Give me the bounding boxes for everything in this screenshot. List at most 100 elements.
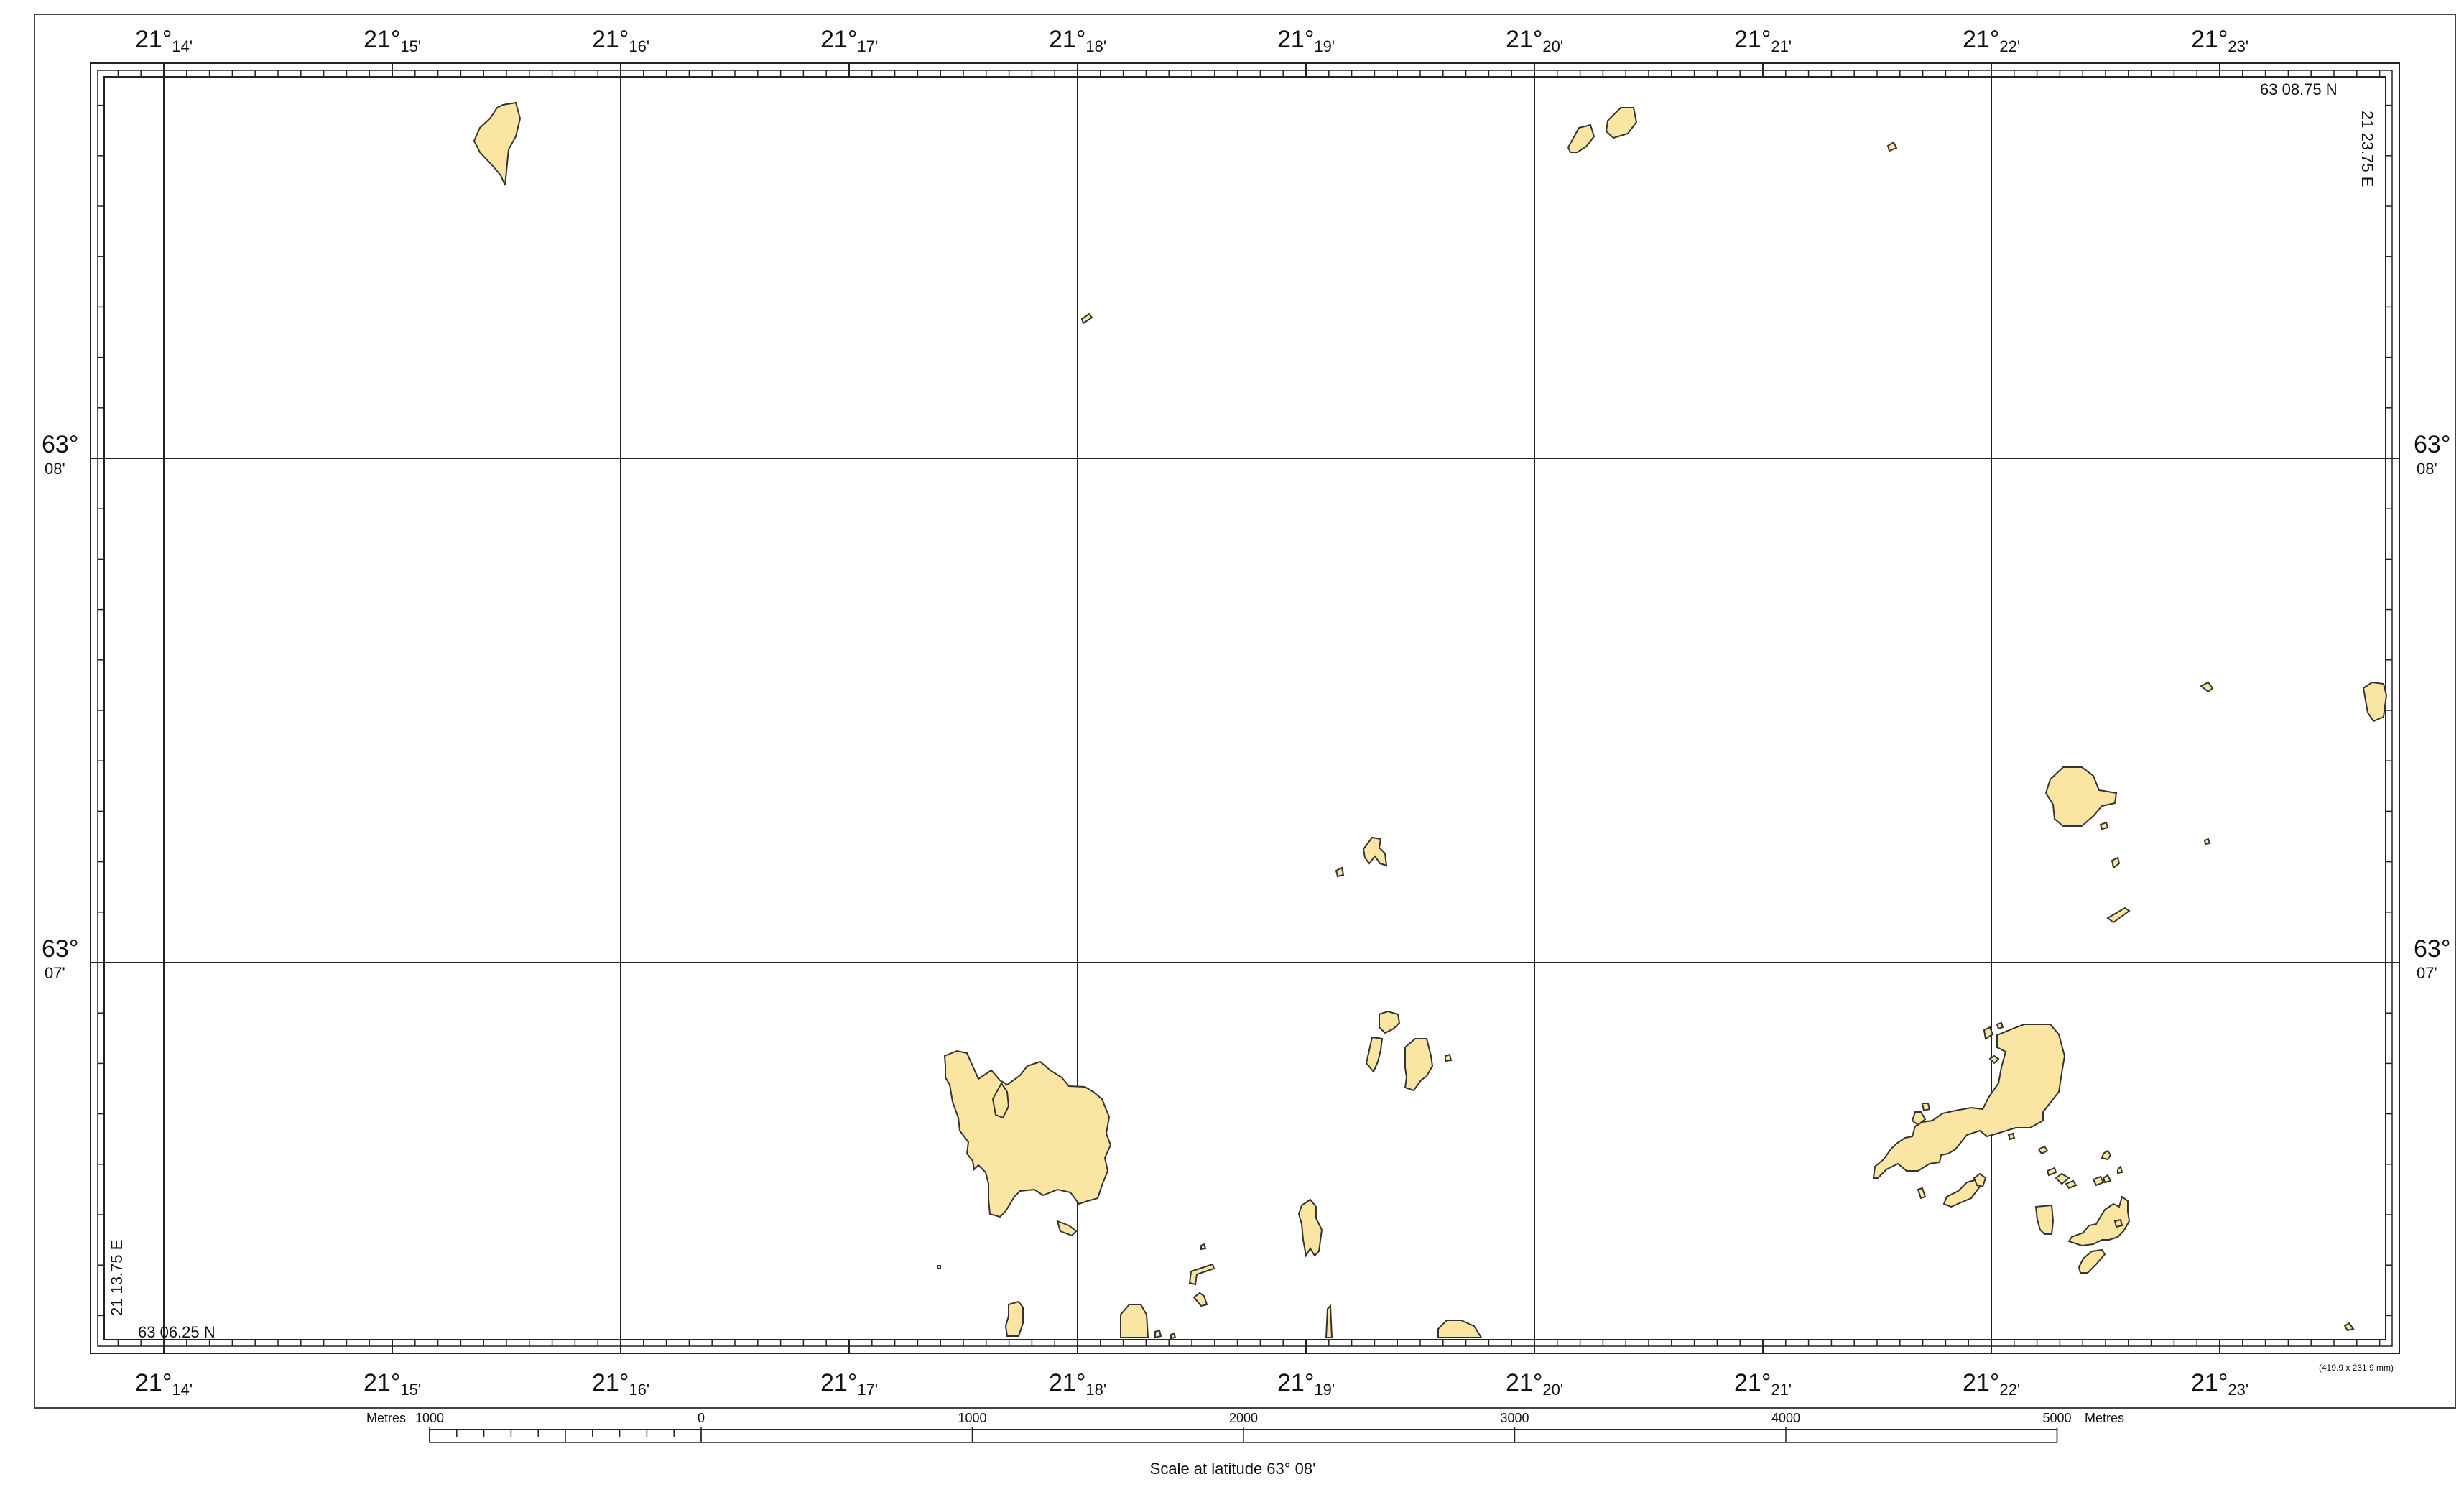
island — [2007, 1132, 2016, 1141]
scale-unit-right: Metres — [2085, 1411, 2124, 1425]
island — [1056, 1220, 1078, 1237]
scale-caption: Scale at latitude 63° 08' — [1150, 1460, 1316, 1478]
island — [1973, 1172, 1987, 1188]
lon-label: 21°17' — [820, 1369, 878, 1399]
island — [1120, 1304, 1149, 1338]
island — [2034, 1204, 2055, 1235]
island — [1605, 107, 1638, 139]
island — [2092, 1175, 2105, 1187]
island — [2099, 821, 2109, 830]
island — [1917, 1187, 1927, 1200]
lon-label: 21°21' — [1734, 1369, 1792, 1399]
island — [1379, 1010, 1401, 1034]
island — [1996, 1021, 2004, 1030]
lon-label: 21°21' — [1734, 26, 1792, 55]
island — [1983, 1026, 1994, 1040]
lon-label: 21°20' — [1506, 26, 1563, 55]
left-latitude-labels: 63° 08' 63° 07' — [42, 431, 78, 982]
land-areas — [473, 101, 2388, 1340]
island — [1921, 1103, 1931, 1112]
island — [2101, 1149, 2112, 1161]
island — [1200, 1243, 1207, 1251]
island — [1437, 1320, 1483, 1338]
corner-label-top-right-lat: 63 08.75 N — [2260, 80, 2338, 98]
island — [2067, 1195, 2131, 1247]
island — [2200, 681, 2214, 693]
island — [1445, 1053, 1453, 1062]
graticule — [104, 77, 2386, 1340]
island — [2343, 1322, 2355, 1332]
map-frame-outer — [90, 62, 2400, 1354]
lon-label: 21°15' — [363, 26, 421, 55]
island — [2037, 1145, 2049, 1155]
island — [943, 1049, 1112, 1218]
scale-label: 0 — [698, 1411, 705, 1425]
scale-label: 1000 — [958, 1411, 986, 1425]
island — [2117, 1165, 2123, 1174]
island — [2046, 1167, 2057, 1177]
lon-label: 21°23' — [2191, 26, 2248, 55]
lat-label-deg: 63° — [2414, 935, 2450, 963]
top-longitude-labels: 21°14' 21°15' 21°16' 21°17' 21°18' 21°19' 21°2… — [135, 26, 2248, 55]
bottom-longitude-labels: 21°14' 21°15' 21°16' 21°17' 21°18' 21°19' 21°2… — [135, 1369, 2248, 1399]
island — [1170, 1332, 1177, 1340]
island — [1404, 1038, 1434, 1092]
island — [2102, 1174, 2112, 1184]
island — [2055, 1172, 2070, 1185]
island — [1365, 1036, 1384, 1073]
island — [1567, 124, 1595, 153]
scale-bar: Metres Metres Scale at latitude 63° 08' … — [366, 1411, 2124, 1478]
map-frame-border-band — [97, 70, 2393, 1347]
lon-label: 21°19' — [1277, 26, 1335, 55]
island — [2106, 907, 2131, 924]
scale-label: 1000 — [415, 1411, 444, 1425]
lon-label: 21°22' — [1963, 1369, 2020, 1399]
corner-label-top-right-lon: 21 23.75 E — [2358, 111, 2376, 187]
lon-label: 21°14' — [135, 26, 193, 55]
island — [2113, 1218, 2123, 1228]
island — [2065, 1179, 2078, 1190]
scale-label: 3000 — [1500, 1411, 1529, 1425]
island — [1004, 1300, 1024, 1337]
border-ticks — [91, 63, 2399, 1353]
lon-label: 21°20' — [1506, 1369, 1563, 1399]
lat-label-deg: 63° — [42, 431, 78, 458]
lon-label: 21°18' — [1049, 26, 1106, 55]
island — [1154, 1329, 1162, 1339]
lat-label-deg: 63° — [42, 935, 78, 963]
lon-label: 21°14' — [135, 1369, 193, 1399]
sheet-size-label: (419.9 x 231.9 mm) — [2319, 1363, 2394, 1373]
right-latitude-labels: 63° 08' 63° 07' — [2414, 431, 2450, 982]
island — [2078, 1248, 2106, 1274]
island — [1188, 1263, 1215, 1286]
lat-label-min: 07' — [2417, 964, 2437, 982]
lon-label: 21°22' — [1963, 26, 2020, 55]
lon-label: 21°19' — [1277, 1369, 1335, 1399]
lat-label-min: 08' — [45, 460, 65, 478]
lon-label: 21°16' — [592, 26, 649, 55]
lon-label: 21°15' — [363, 1369, 421, 1399]
lon-label: 21°16' — [592, 1369, 649, 1399]
island — [1362, 836, 1388, 867]
scale-label: 2000 — [1229, 1411, 1258, 1425]
island — [1080, 312, 1093, 325]
island — [473, 101, 522, 186]
island — [2203, 838, 2211, 845]
island — [937, 1265, 941, 1269]
lat-label-min: 07' — [45, 964, 65, 982]
scale-unit-left: Metres — [366, 1411, 406, 1425]
island — [1886, 141, 1898, 152]
island — [1297, 1198, 1323, 1258]
island — [991, 1082, 1010, 1119]
lat-label-deg: 63° — [2414, 431, 2450, 458]
corner-label-bottom-left-lat: 63 06.25 N — [138, 1323, 216, 1341]
map-frame-inner — [103, 76, 2386, 1340]
scale-label: 4000 — [1771, 1411, 1800, 1425]
island — [1942, 1178, 1981, 1208]
lon-label: 21°23' — [2191, 1369, 2248, 1399]
island — [2044, 766, 2118, 827]
lon-label: 21°17' — [820, 26, 878, 55]
lat-label-min: 08' — [2417, 460, 2437, 478]
corner-label-bottom-left-lon: 21 13.75 E — [108, 1240, 126, 1316]
